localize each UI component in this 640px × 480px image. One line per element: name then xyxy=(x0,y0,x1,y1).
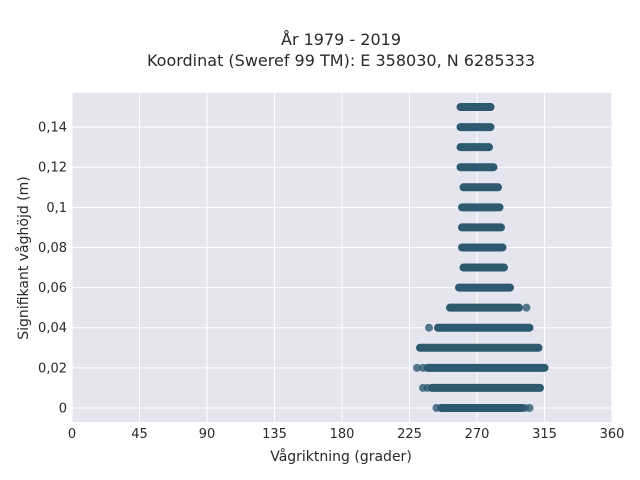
x-axis-ticks: 0 45 90 135 180 225 270 315 360 xyxy=(68,427,625,442)
x-tick-label: 180 xyxy=(330,427,355,442)
data-point xyxy=(434,323,442,332)
data-point xyxy=(486,103,495,112)
data-point xyxy=(432,403,441,412)
x-tick-label: 45 xyxy=(131,427,148,442)
y-axis-label: Signifikant våghöjd (m) xyxy=(15,176,32,339)
chart-subtitle: Koordinat (Sweref 99 TM): E 358030, N 62… xyxy=(147,51,535,70)
x-tick-label: 270 xyxy=(465,427,490,442)
y-tick-label: 0,06 xyxy=(38,281,67,296)
x-axis-label: Vågriktning (grader) xyxy=(270,448,412,465)
y-tick-label: 0,02 xyxy=(38,361,67,376)
data-point xyxy=(423,383,432,392)
chart-title: År 1979 - 2019 xyxy=(281,30,401,49)
data-point xyxy=(419,363,427,372)
data-point xyxy=(449,303,457,312)
y-tick-label: 0,08 xyxy=(38,241,67,256)
x-tick-label: 90 xyxy=(199,427,216,442)
x-tick-label: 315 xyxy=(532,427,557,442)
x-tick-label: 360 xyxy=(600,427,625,442)
data-point xyxy=(522,303,531,312)
y-tick-label: 0,12 xyxy=(38,161,67,176)
y-axis-ticks: 0 0,02 0,04 0,06 0,08 0,1 0,12 0,14 xyxy=(38,121,67,417)
data-point xyxy=(425,323,433,332)
data-point xyxy=(515,403,523,412)
y-tick-label: 0 xyxy=(59,401,67,416)
data-points xyxy=(413,103,549,412)
x-tick-label: 225 xyxy=(397,427,422,442)
data-point xyxy=(525,403,534,412)
data-point xyxy=(413,363,421,372)
y-tick-label: 0,04 xyxy=(38,321,67,336)
x-tick-label: 0 xyxy=(68,427,76,442)
y-tick-label: 0,1 xyxy=(46,201,67,216)
y-tick-label: 0,14 xyxy=(38,121,67,136)
x-tick-label: 135 xyxy=(262,427,287,442)
